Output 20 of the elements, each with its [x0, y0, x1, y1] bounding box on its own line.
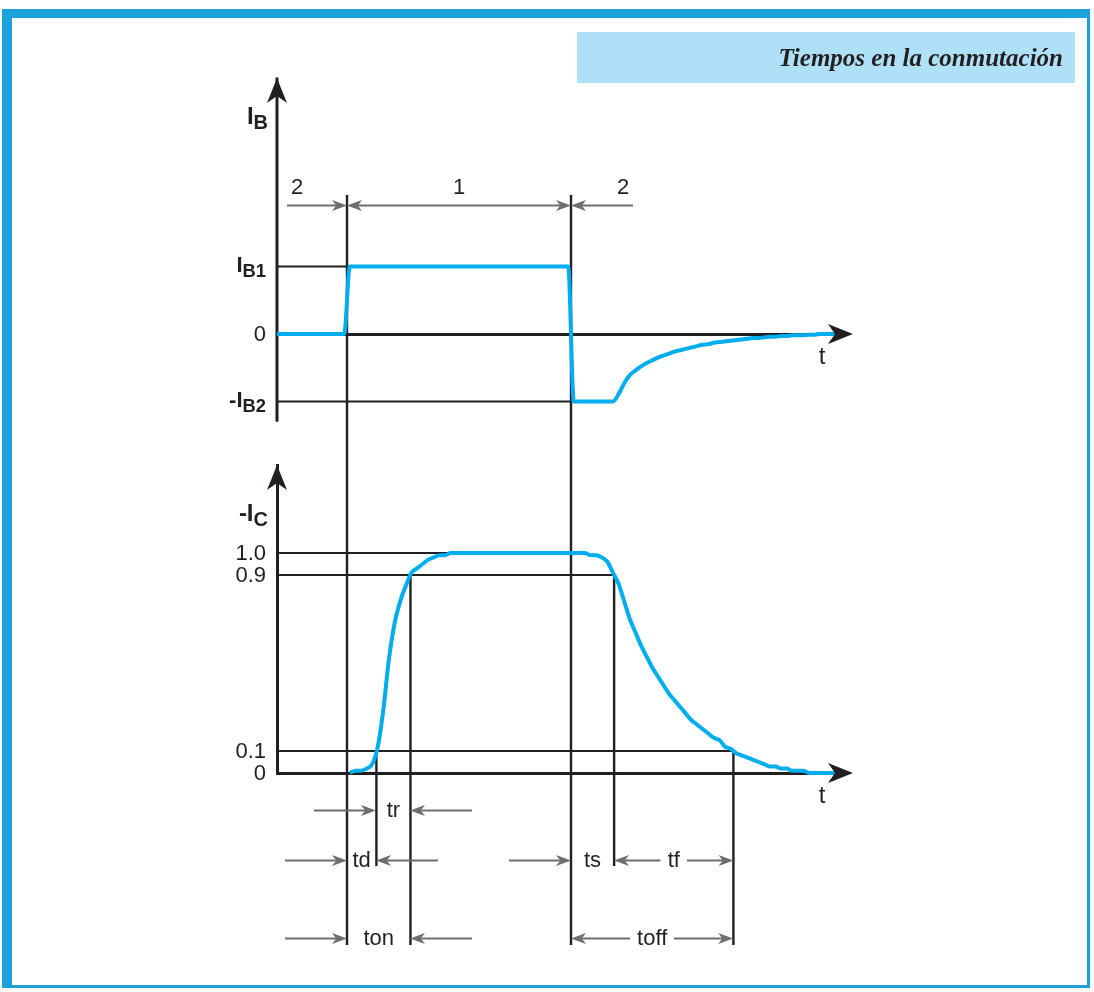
text: 2: [616, 174, 630, 199]
ref-line-label: I$_{B1}$: [236, 251, 266, 281]
y-tick-label: 1.0: [235, 540, 266, 565]
y-tick-label: 0.9: [235, 562, 266, 587]
text: tf: [667, 847, 680, 872]
x-axis-title: t: [818, 781, 826, 808]
text: 1: [452, 174, 466, 199]
y-axis-title: I$_{B}$: [246, 101, 268, 134]
y-tick-label: 0: [253, 760, 266, 785]
y-axis-title: -I$_{C}$: [238, 498, 268, 531]
text: Tiempos en la conmutación: [778, 44, 1063, 71]
text: td: [352, 847, 371, 872]
x-axis-title: t: [818, 342, 826, 369]
text: toff: [637, 925, 668, 950]
ref-line-label: -I$_{B2}$: [229, 386, 266, 416]
y-tick-label: 0.1: [235, 738, 266, 763]
text: ts: [583, 847, 602, 872]
text: 2: [290, 174, 304, 199]
text: ton: [363, 925, 395, 950]
text: tr: [386, 797, 401, 822]
